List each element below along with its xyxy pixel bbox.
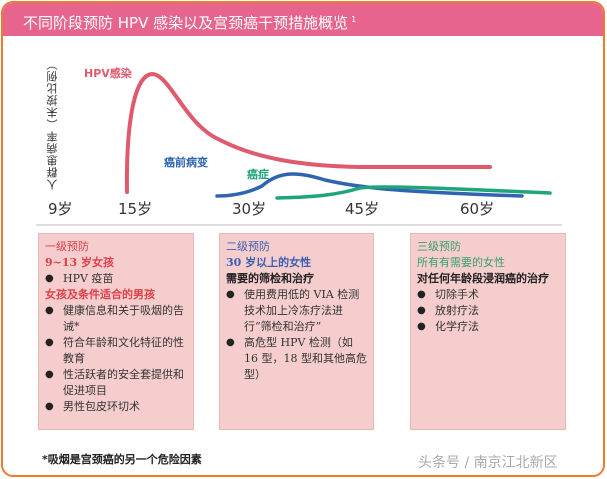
box-desc: 对任何年龄段浸润癌的治疗 [417,272,549,285]
list-item: 符合年龄和文化特征的性教育 [45,335,187,367]
list-item: 化学疗法 [417,319,559,335]
tick-30: 30岁 [232,200,267,218]
y-axis-label: 人群患病率（未按比例） [46,58,59,190]
tick-15: 15岁 [118,200,153,218]
box-desc: 需要的筛检和治疗 [226,272,314,285]
list-item: 使用费用低的 VIA 检测技术加上冷冻疗法进行“筛检和治疗” [226,287,367,335]
tertiary-prevention-box: 三级预防 所有有需要的女性 对任何年龄段浸润癌的治疗 切除手术 放射疗法 化学疗… [410,233,566,430]
list-item: 性活跃者的安全套提供和促进项目 [45,367,187,399]
watermark: 头条号 / 南京江北新区 [418,455,558,471]
hpv-infection-curve [124,71,492,194]
group-heading: 9~13 岁女孩 [45,256,115,269]
box-title: 一级预防 [45,240,89,253]
list-item: 男性包皮环切术 [45,399,187,415]
list-item: HPV 疫苗 [45,271,187,287]
title: 不同阶段预防 HPV 感染以及宫颈癌干预措施概览 [23,14,349,32]
box-title: 二级预防 [226,240,270,253]
prevalence-chart [36,71,562,226]
list-item: 高危型 HPV 检测（如 16 型，18 型和其他高危型） [226,335,367,383]
precancer-curve [215,172,524,198]
cancer-curve [275,185,552,200]
secondary-prevention-box: 二级预防 30 岁以上的女性 需要的筛检和治疗 使用费用低的 VIA 检测技术加… [219,233,374,430]
title-bar: 不同阶段预防 HPV 感染以及宫颈癌干预措施概览 1 [3,3,603,36]
list-item: 健康信息和关于吸烟的告诫* [45,303,187,335]
footnote: *吸烟是宫颈癌的另一个危险因素 [42,453,202,466]
group-heading: 女孩及条件适合的男孩 [45,288,155,301]
box-subtitle: 30 岁以上的女性 [226,256,312,269]
tick-60: 60岁 [460,200,495,218]
footnote-ref: 1 [351,15,357,24]
tick-45: 45岁 [345,200,380,218]
precancer-label: 癌前病变 [164,156,208,169]
list-item: 切除手术 [417,287,559,303]
tick-9: 9岁 [48,200,73,218]
primary-prevention-box: 一级预防 9~13 岁女孩 HPV 疫苗 女孩及条件适合的男孩 健康信息和关于吸… [38,233,194,430]
hpv-infection-label: HPV感染 [84,67,132,80]
box-subtitle: 所有有需要的女性 [417,256,505,269]
cancer-label: 癌症 [247,168,269,181]
list-item: 放射疗法 [417,303,559,319]
box-title: 三级预防 [417,240,461,253]
